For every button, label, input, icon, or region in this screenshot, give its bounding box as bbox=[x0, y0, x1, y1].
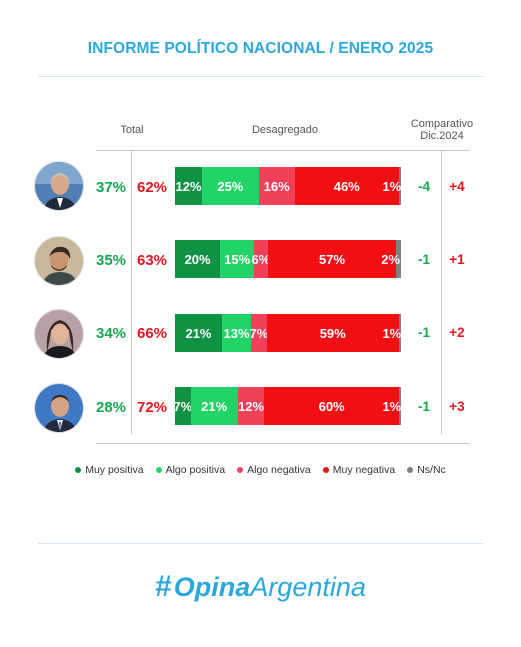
row-1-label-ns-nc: 1% bbox=[382, 178, 402, 194]
row-1-label-algo-positiva: 25% bbox=[217, 178, 244, 194]
top-divider bbox=[38, 76, 484, 77]
legend-dot-ns-nc bbox=[407, 467, 414, 473]
row-1-segment-algo-negativa: 16% bbox=[258, 167, 295, 205]
opina-argentina-logo: #OpinaArgentina bbox=[0, 570, 521, 604]
row-4-segment-algo-positiva: 21% bbox=[190, 387, 238, 425]
row-2-segment-ns-nc: 2% bbox=[381, 240, 401, 278]
politician-1-photo bbox=[34, 161, 84, 211]
row-2-change-negative: +1 bbox=[449, 252, 465, 267]
row-3-segment-algo-positiva: 13% bbox=[221, 314, 252, 352]
row-1-bar: 12% 25% 16% 46% 1% bbox=[175, 167, 401, 205]
row-1-segment-algo-positiva: 25% bbox=[202, 167, 259, 205]
legend-dot-algo-positiva bbox=[155, 467, 162, 473]
chart-legend: Muy positiva Algo positiva Algo negativa… bbox=[0, 464, 521, 476]
row-1-total-negative: 62% bbox=[137, 179, 168, 196]
header-comparative-line1: Comparativo bbox=[410, 118, 474, 130]
row-3-label-muy-positiva: 21% bbox=[185, 325, 212, 341]
legend-muy-negativa: Muy negativa bbox=[322, 464, 396, 476]
row-2-segment-muy-negativa: 57% bbox=[267, 240, 397, 278]
legend-ns-nc: Ns/Nc bbox=[407, 464, 446, 476]
politician-3-photo bbox=[34, 309, 84, 359]
row-2-label-algo-negativa: 6% bbox=[251, 251, 271, 267]
header-comparative-line2: Dic.2024 bbox=[420, 130, 464, 142]
row-1-change-positive: -4 bbox=[417, 179, 430, 194]
row-3-label-ns-nc: 1% bbox=[382, 325, 402, 341]
bottom-line bbox=[96, 443, 470, 444]
row-4-segment-algo-negativa: 12% bbox=[237, 387, 265, 425]
row-4-change-negative: +3 bbox=[449, 399, 465, 414]
row-3-segment-ns-nc: 1% bbox=[382, 314, 401, 352]
legend-dot-muy-negativa bbox=[322, 467, 329, 473]
row-3-change-negative: +2 bbox=[449, 325, 465, 340]
row-4-label-algo-positiva: 21% bbox=[201, 398, 228, 414]
row-2-label-algo-positiva: 15% bbox=[224, 251, 251, 267]
logo-word-argentina: Argentina bbox=[250, 572, 366, 602]
row-4-label-algo-negativa: 12% bbox=[238, 398, 265, 414]
logo-hash-icon: # bbox=[155, 570, 172, 603]
row-3-bar: 21% 13% 7% 59% 1% bbox=[175, 314, 401, 352]
row-3-label-algo-negativa: 7% bbox=[249, 325, 269, 341]
row-4-segment-muy-positiva: 7% bbox=[173, 387, 193, 425]
row-3-total-positive: 34% bbox=[96, 325, 127, 342]
row-3-segment-algo-negativa: 7% bbox=[249, 314, 269, 352]
politician-2-photo bbox=[34, 236, 84, 286]
header-underline bbox=[96, 150, 470, 151]
header-disaggregated: Desagregado bbox=[251, 124, 319, 136]
total-divider bbox=[131, 150, 132, 434]
row-1-label-algo-negativa: 16% bbox=[263, 178, 290, 194]
row-4-label-muy-negativa: 60% bbox=[318, 398, 345, 414]
politician-4-photo bbox=[34, 383, 84, 433]
row-1-change-negative: +4 bbox=[449, 179, 465, 194]
row-3-change-positive: -1 bbox=[417, 325, 430, 340]
row-1-label-muy-negativa: 46% bbox=[333, 178, 360, 194]
legend-muy-positiva: Muy positiva bbox=[75, 464, 144, 476]
legend-label-muy-negativa: Muy negativa bbox=[332, 464, 396, 476]
row-2-segment-algo-negativa: 6% bbox=[251, 240, 271, 278]
legend-algo-positiva: Algo positiva bbox=[155, 464, 226, 476]
legend-label-muy-positiva: Muy positiva bbox=[85, 464, 144, 476]
header-total: Total bbox=[120, 124, 144, 136]
header-comparative: Comparativo Dic.2024 bbox=[400, 118, 484, 142]
logo-word-opina: Opina bbox=[173, 572, 251, 602]
bottom-divider bbox=[38, 543, 484, 544]
legend-algo-negativa: Algo negativa bbox=[237, 464, 311, 476]
row-2-segment-algo-positiva: 15% bbox=[220, 240, 255, 278]
row-4-bar: 7% 21% 12% 60% 1% bbox=[173, 387, 401, 425]
row-2-bar: 20% 15% 6% 57% 2% bbox=[175, 240, 401, 278]
row-2-segment-muy-positiva: 20% bbox=[175, 240, 221, 278]
row-4-label-muy-positiva: 7% bbox=[173, 398, 193, 414]
report-title: INFORME POLÍTICO NACIONAL / ENERO 2025 bbox=[87, 40, 434, 57]
row-2-label-muy-negativa: 57% bbox=[319, 251, 346, 267]
row-2-label-muy-positiva: 20% bbox=[184, 251, 211, 267]
row-3-label-muy-negativa: 59% bbox=[319, 325, 346, 341]
legend-label-algo-positiva: Algo positiva bbox=[165, 464, 226, 476]
row-1-segment-muy-positiva: 12% bbox=[175, 167, 203, 205]
legend-dot-muy-positiva bbox=[75, 467, 82, 473]
row-3-total-negative: 66% bbox=[137, 325, 168, 342]
row-4-total-negative: 72% bbox=[137, 399, 168, 416]
row-1-total-positive: 37% bbox=[96, 179, 127, 196]
row-3-segment-muy-positiva: 21% bbox=[175, 314, 222, 352]
row-3-label-algo-positiva: 13% bbox=[223, 325, 250, 341]
row-2-label-ns-nc: 2% bbox=[381, 251, 401, 267]
legend-label-algo-negativa: Algo negativa bbox=[247, 464, 311, 476]
comparative-divider bbox=[441, 150, 442, 434]
row-4-change-positive: -1 bbox=[417, 399, 430, 414]
row-3-segment-muy-negativa: 59% bbox=[266, 314, 399, 352]
row-1-segment-ns-nc: 1% bbox=[382, 167, 401, 205]
row-4-segment-muy-negativa: 60% bbox=[264, 387, 399, 425]
row-2-total-negative: 63% bbox=[137, 252, 168, 269]
row-4-segment-ns-nc: 1% bbox=[382, 387, 401, 425]
row-2-total-positive: 35% bbox=[96, 252, 127, 269]
row-4-total-positive: 28% bbox=[96, 399, 127, 416]
row-1-segment-muy-negativa: 46% bbox=[294, 167, 399, 205]
row-2-change-positive: -1 bbox=[417, 252, 430, 267]
legend-label-ns-nc: Ns/Nc bbox=[417, 464, 446, 476]
legend-dot-algo-negativa bbox=[237, 467, 244, 473]
row-1-label-muy-positiva: 12% bbox=[175, 178, 202, 194]
row-4-label-ns-nc: 1% bbox=[382, 398, 402, 414]
